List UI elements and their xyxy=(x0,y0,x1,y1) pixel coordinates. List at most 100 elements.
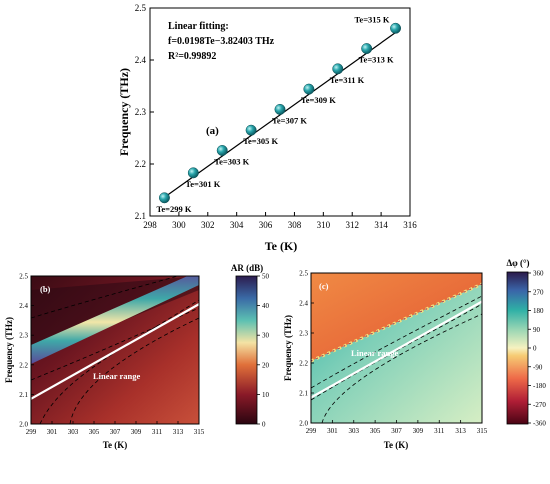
panel-c-y-axis-label: Frequency (THz) xyxy=(283,315,293,381)
panel-a-y-tick-label: 2.5 xyxy=(135,3,147,13)
heatmap-y-tick-label: 2.1 xyxy=(299,390,308,398)
panel-a-x-tick-label: 310 xyxy=(317,220,331,230)
panel-c-colorbar-label: Δφ (°) xyxy=(506,258,529,268)
colorbar-tick-label: 90 xyxy=(533,326,541,334)
panel-a-data-point xyxy=(245,124,257,136)
heatmap-x-tick-label: 305 xyxy=(89,428,100,436)
panel-a-x-tick-label: 302 xyxy=(201,220,215,230)
panel-a-data-point xyxy=(274,103,286,115)
colorbar-tick-label: 40 xyxy=(262,302,270,310)
panel-a-point-label: Te=299 K xyxy=(156,204,191,214)
heatmap-y-tick-label: 2.3 xyxy=(299,330,308,338)
heatmap-x-tick-label: 301 xyxy=(47,428,58,436)
panel-a-x-tick-label: 314 xyxy=(374,220,388,230)
heatmap-y-tick-label: 2.4 xyxy=(299,300,308,308)
heatmap-y-tick-label: 2.2 xyxy=(19,361,28,369)
heatmap-y-tick-label: 2.1 xyxy=(19,391,28,399)
panel-c-upper-region xyxy=(311,273,482,361)
panel-a-x-tick-label: 298 xyxy=(143,220,157,230)
heatmap-x-tick-label: 313 xyxy=(173,428,184,436)
panel-b-colorbar xyxy=(235,275,258,425)
heatmap-x-tick-label: 313 xyxy=(455,427,466,435)
heatmap-y-tick-label: 2.5 xyxy=(299,270,308,278)
panel-a-x-tick-label: 312 xyxy=(345,220,359,230)
panel-a-data-point xyxy=(158,192,170,204)
panel-a-fit-equation: f=0.0198Te−3.82403 THz xyxy=(168,36,275,47)
panel-b-x-axis-label: Te (K) xyxy=(103,440,127,450)
heatmap-x-tick-label: 303 xyxy=(68,428,79,436)
heatmap-x-tick-label: 311 xyxy=(434,427,445,435)
panel-a-fit-line xyxy=(164,32,396,198)
heatmap-y-tick-label: 2.0 xyxy=(299,420,308,428)
heatmap-y-tick-label: 2.4 xyxy=(19,302,28,310)
heatmap-x-tick-label: 315 xyxy=(194,428,205,436)
panel-a-y-axis-label: Frequency (THz) xyxy=(117,68,131,156)
panel-a-point-label: Te=307 K xyxy=(272,115,307,125)
panel-b-x-ticks: 299 301 303 305 307 309 311 313 315 xyxy=(26,421,205,436)
heatmap-x-tick-label: 299 xyxy=(306,427,317,435)
panel-a-data-point xyxy=(361,43,373,55)
heatmap-x-tick-label: 303 xyxy=(349,427,360,435)
panel-a-y-tick-label: 2.3 xyxy=(135,107,147,117)
colorbar-tick-label: 0 xyxy=(533,345,537,353)
panel-c-range-label: Linear range xyxy=(351,348,399,358)
panel-a-point-label: Te=301 K xyxy=(185,179,220,189)
panel-a-chart: 298 300 302 304 306 308 310 312 314 316 2.1 2.2 2.3… xyxy=(117,3,417,253)
panel-c-x-ticks: 299 301 303 305 307 309 311 313 315 xyxy=(306,420,488,435)
panel-c-colorbar xyxy=(506,271,529,425)
panel-a-data-point xyxy=(390,22,402,34)
colorbar-tick-label: 50 xyxy=(262,273,270,281)
colorbar-tick-label: 10 xyxy=(262,391,270,399)
panel-a-point-label: Te=311 K xyxy=(330,75,365,85)
heatmap-y-tick-label: 2.5 xyxy=(19,273,28,281)
heatmap-x-tick-label: 307 xyxy=(110,428,121,436)
panel-a-point-label: Te=309 K xyxy=(301,95,336,105)
panel-c-heatmap: (c) Linear range 299 301 303 305 307 309 311 31… xyxy=(283,258,546,450)
colorbar-tick-label: -180 xyxy=(533,382,546,390)
colorbar-tick-label: 180 xyxy=(533,307,544,315)
heatmap-x-tick-label: 309 xyxy=(413,427,424,435)
panel-b-y-axis-label: Frequency (THz) xyxy=(4,317,14,383)
panel-b-resonance-band xyxy=(31,276,199,364)
colorbar-tick-label: 20 xyxy=(262,361,270,369)
panel-a-points: Te=299 K Te=301 K Te=303 K Te=305 K Te=307 K… xyxy=(156,14,402,214)
colorbar-tick-label: 360 xyxy=(533,270,544,278)
panel-a-x-tick-label: 304 xyxy=(230,220,244,230)
panel-a-data-point xyxy=(303,83,315,95)
panel-b-linear-range-line xyxy=(30,303,200,400)
panel-c-x-axis-label: Te (K) xyxy=(384,440,408,450)
panel-a-x-tick-label: 306 xyxy=(259,220,273,230)
panel-b-label: (b) xyxy=(40,284,51,294)
colorbar-tick-label: 0 xyxy=(262,421,266,429)
colorbar-tick-label: -270 xyxy=(533,401,546,409)
heatmap-x-tick-label: 301 xyxy=(327,427,338,435)
heatmap-y-tick-label: 2.3 xyxy=(19,332,28,340)
panel-a-y-tick-label: 2.1 xyxy=(135,211,146,221)
panel-a-y-tick-label: 2.2 xyxy=(135,159,146,169)
heatmap-y-tick-label: 2.0 xyxy=(19,421,28,429)
panel-a-data-point xyxy=(187,167,199,179)
panel-b-y-ticks: 2.0 2.1 2.2 2.3 2.4 2.5 xyxy=(19,273,34,429)
panel-b-colorbar-label: AR (dB) xyxy=(231,263,263,273)
heatmap-x-tick-label: 315 xyxy=(477,427,488,435)
panel-c-label: (c) xyxy=(319,281,329,291)
panel-a-label: (a) xyxy=(206,125,219,137)
heatmap-x-tick-label: 309 xyxy=(131,428,142,436)
panel-c-colorbar-ticks: 360 270 180 90 0 -90 -180 -270 -360 xyxy=(528,270,546,428)
panel-a-fit-title: Linear fitting: xyxy=(168,21,229,32)
panel-a-point-label: Te=305 K xyxy=(243,136,278,146)
panel-a-data-point xyxy=(216,145,228,156)
panel-a-point-label: Te=313 K xyxy=(359,55,394,65)
panel-b-heatmap: (b) Linear range 299 301 303 305 307 309 311 31… xyxy=(4,263,270,450)
panel-a-y-tick-label: 2.4 xyxy=(135,55,147,65)
panel-c-linear-range-line xyxy=(310,300,483,399)
heatmap-x-tick-label: 299 xyxy=(26,428,37,436)
panel-a-x-tick-label: 316 xyxy=(403,220,417,230)
colorbar-tick-label: -90 xyxy=(533,363,543,371)
panel-a-x-ticks: 298 300 302 304 306 308 310 312 314 316 xyxy=(143,212,417,230)
colorbar-tick-label: 30 xyxy=(262,332,270,340)
panel-a-point-label: Te=303 K xyxy=(214,156,249,166)
colorbar-tick-label: 270 xyxy=(533,288,544,296)
heatmap-y-tick-label: 2.2 xyxy=(299,360,308,368)
